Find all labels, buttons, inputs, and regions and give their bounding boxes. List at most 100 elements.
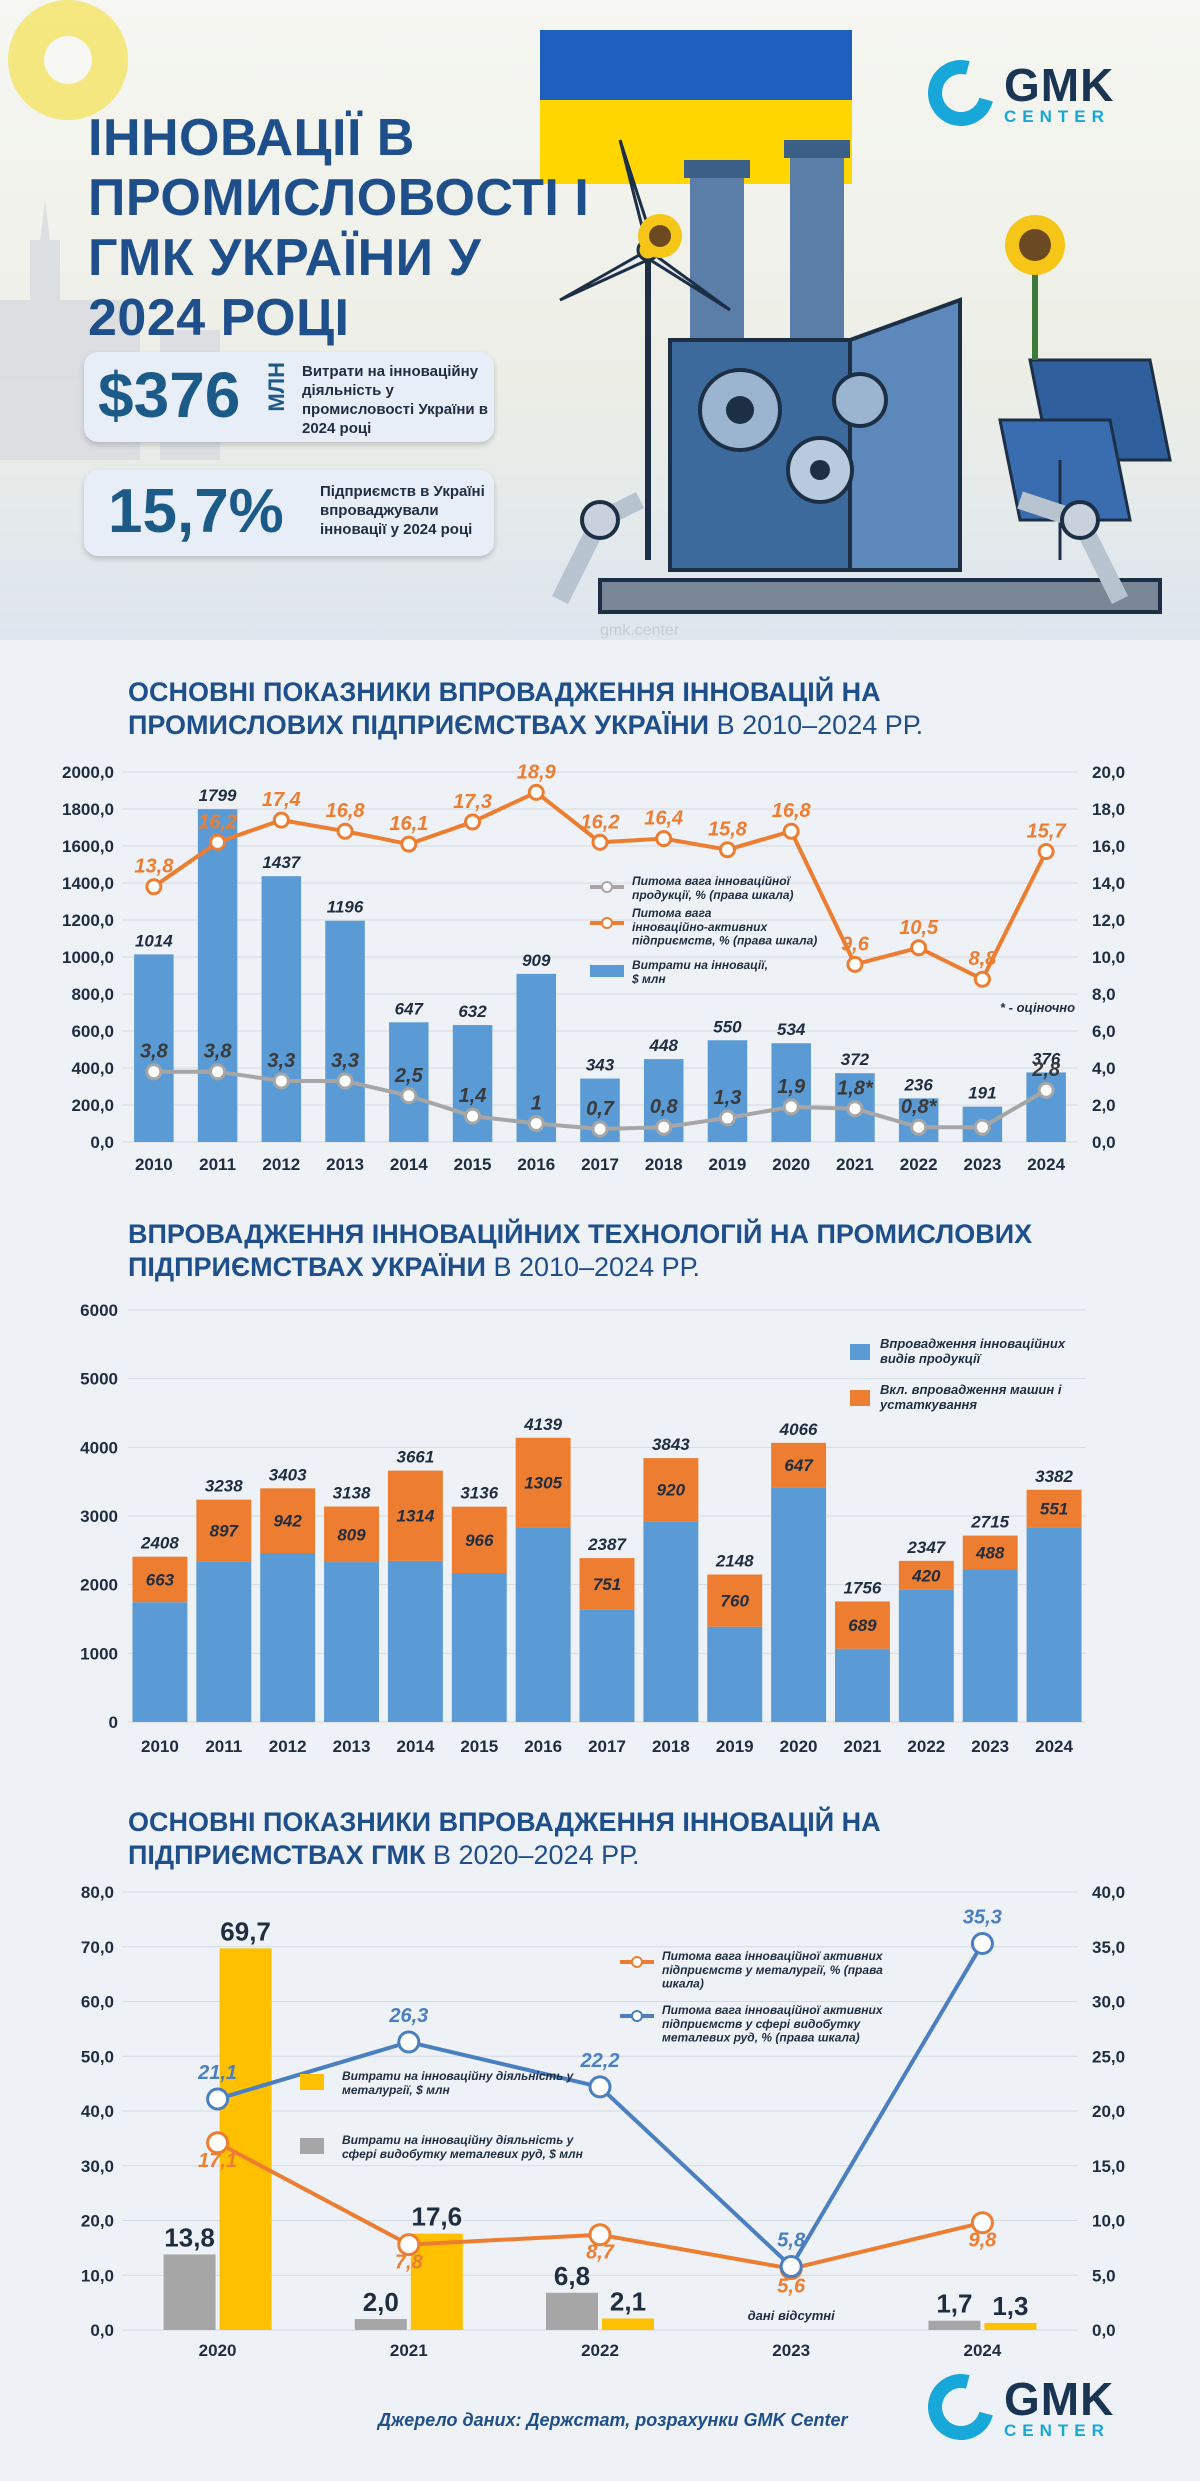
bar-segment-machinery	[515, 1437, 571, 1528]
bar-segment-machinery	[196, 1499, 252, 1562]
bar-total-label: 3382	[1035, 1467, 1073, 1486]
data-point	[910, 1118, 928, 1136]
y2-axis-tick-label: 8,0	[1092, 985, 1116, 1004]
bar-ore	[928, 2320, 981, 2330]
y2-axis-tick-label: 12,0	[1092, 911, 1125, 930]
legend-label: Витрати на інноваційну діяльність у сфері…	[342, 2133, 584, 2161]
bar-segment-machinery	[579, 1558, 635, 1610]
y-axis-tick-label: 1200,0	[62, 911, 114, 930]
bar-value-label: 2,1	[610, 2287, 646, 2317]
annotation-estimate: * - оціночно	[1000, 1000, 1075, 1015]
bar-ore	[163, 2254, 216, 2330]
data-point	[209, 833, 227, 851]
bar-total-label: 3403	[269, 1465, 307, 1484]
data-label: 8,7	[586, 2242, 615, 2264]
bar	[261, 876, 302, 1142]
series-line	[217, 1942, 985, 2270]
y-axis-tick-label: 200,0	[71, 1096, 114, 1115]
bar-segment-machinery	[260, 1488, 316, 1554]
y-axis-tick-label: 600,0	[71, 1022, 114, 1041]
data-point	[588, 2223, 612, 2247]
bar-segment-machinery	[387, 1470, 443, 1561]
bar-segment-label: 488	[975, 1543, 1005, 1562]
y-axis-tick-label: 10,0	[81, 2266, 114, 2285]
bar-metallurgy	[410, 2233, 463, 2330]
data-point	[464, 813, 482, 831]
bar-value-label: 2,0	[363, 2287, 399, 2317]
data-label: 3,3	[331, 1050, 359, 1072]
bar-segment-label: 751	[593, 1575, 621, 1594]
data-point	[400, 835, 418, 853]
bar-segment-products	[324, 1562, 379, 1722]
legend-label: Вкл. впровадження машин і устаткування	[879, 1382, 1062, 1412]
x-axis-tick-label: 2016	[524, 1737, 562, 1756]
y2-axis-tick-label: 30,0	[1092, 1993, 1125, 2012]
bar-segment-machinery	[962, 1535, 1018, 1570]
chart-gmk-innovation: 0,0 10,0 20,0 30,0 40,0 50,0 60,0 70,0 80,0 0,0 5,…	[0, 1866, 1200, 2366]
data-point	[206, 2131, 230, 2155]
bar-value-label: 376	[1032, 1049, 1061, 1068]
y2-axis-tick-label: 2,0	[1092, 1096, 1116, 1115]
bar-value-label: 17,6	[411, 2202, 462, 2232]
bar-segment-products	[898, 1589, 954, 1722]
y2-axis-tick-label: 40,0	[1092, 1883, 1125, 1902]
y-axis-tick-label: 0,0	[90, 1133, 114, 1152]
chart-innovative-technologies: 0 1000 2000 3000 4000 5000 6000 2408 663 2010 3238…	[0, 1294, 1200, 1760]
data-label: 16,8	[772, 800, 812, 822]
legend-marker	[601, 881, 613, 893]
legend-label: Питома вага інноваційної активних підприє…	[662, 2003, 884, 2045]
bar-total-label: 4066	[779, 1420, 818, 1439]
data-label: 15,7	[1027, 821, 1067, 843]
bar-segment-machinery	[132, 1556, 188, 1603]
bar-value-label: 1799	[199, 786, 237, 805]
x-axis-tick-label: 2020	[199, 2341, 237, 2360]
bar-segment-label: 663	[146, 1570, 175, 1589]
data-point	[400, 1087, 418, 1105]
data-point	[973, 1118, 991, 1136]
data-point	[973, 970, 991, 988]
y2-axis-tick-label: 35,0	[1092, 1938, 1125, 1957]
bar	[389, 1022, 429, 1142]
logo-main-text: GMK	[1004, 2372, 1115, 2425]
factory-icon	[598, 140, 1162, 614]
bar-total-label: 2148	[715, 1552, 754, 1571]
section-title-light: В 2010–2024 РР.	[716, 710, 924, 740]
page-title: ІННОВАЦІЇ В ПРОМИСЛОВОСТІ І ГМК УКРАЇНИ …	[88, 109, 590, 347]
data-label: 17,3	[453, 791, 492, 813]
x-axis-tick-label: 2011	[205, 1737, 242, 1756]
bar-segment-label: 689	[848, 1616, 877, 1635]
data-point	[910, 939, 928, 957]
x-axis-tick-label: 2020	[772, 1155, 810, 1174]
y-axis-tick-label: 70,0	[81, 1938, 114, 1957]
annotation-no-data: дані відсутні	[748, 2308, 836, 2323]
y-axis-tick-label: 0,0	[90, 2321, 114, 2340]
data-label: 21,1	[197, 2062, 237, 2084]
legend-marker	[631, 1956, 643, 1968]
data-point	[591, 1120, 609, 1138]
bar	[197, 809, 238, 1142]
y2-axis-tick-label: 4,0	[1092, 1059, 1116, 1078]
legend-label: Питома вага інноваційної активних підприє…	[662, 1949, 884, 1991]
bar	[771, 1043, 811, 1142]
bar-total-label: 2715	[970, 1513, 1009, 1532]
legend-marker	[631, 2010, 643, 2022]
bar-value-label: 1014	[135, 931, 173, 950]
bar-segment-label: 420	[911, 1566, 941, 1585]
x-axis-tick-label: 2023	[963, 1155, 1001, 1174]
bar-value-label: 1,3	[992, 2291, 1028, 2321]
y2-axis-tick-label: 0,0	[1092, 2321, 1116, 2340]
x-axis-tick-label: 2021	[390, 2341, 428, 2360]
section-title-1: ОСНОВНІ ПОКАЗНИКИ ВПРОВАДЖЕННЯ ІННОВАЦІЙ…	[128, 676, 1088, 742]
y-axis-tick-label: 3000	[80, 1507, 118, 1526]
x-axis-tick-label: 2019	[716, 1737, 754, 1756]
bar-value-label: 632	[458, 1002, 487, 1021]
watermark: gmk.center	[600, 622, 680, 639]
gmk-center-logo-footer: GMK CENTER	[915, 2361, 1115, 2453]
data-point	[1037, 843, 1055, 861]
logo-ring-icon	[915, 2361, 1007, 2453]
bar-total-label: 2408	[140, 1534, 179, 1553]
legend-swatch-blue	[850, 1344, 870, 1360]
data-point	[782, 822, 800, 840]
bar-segment-products	[515, 1527, 571, 1722]
data-label: 1	[531, 1093, 542, 1115]
